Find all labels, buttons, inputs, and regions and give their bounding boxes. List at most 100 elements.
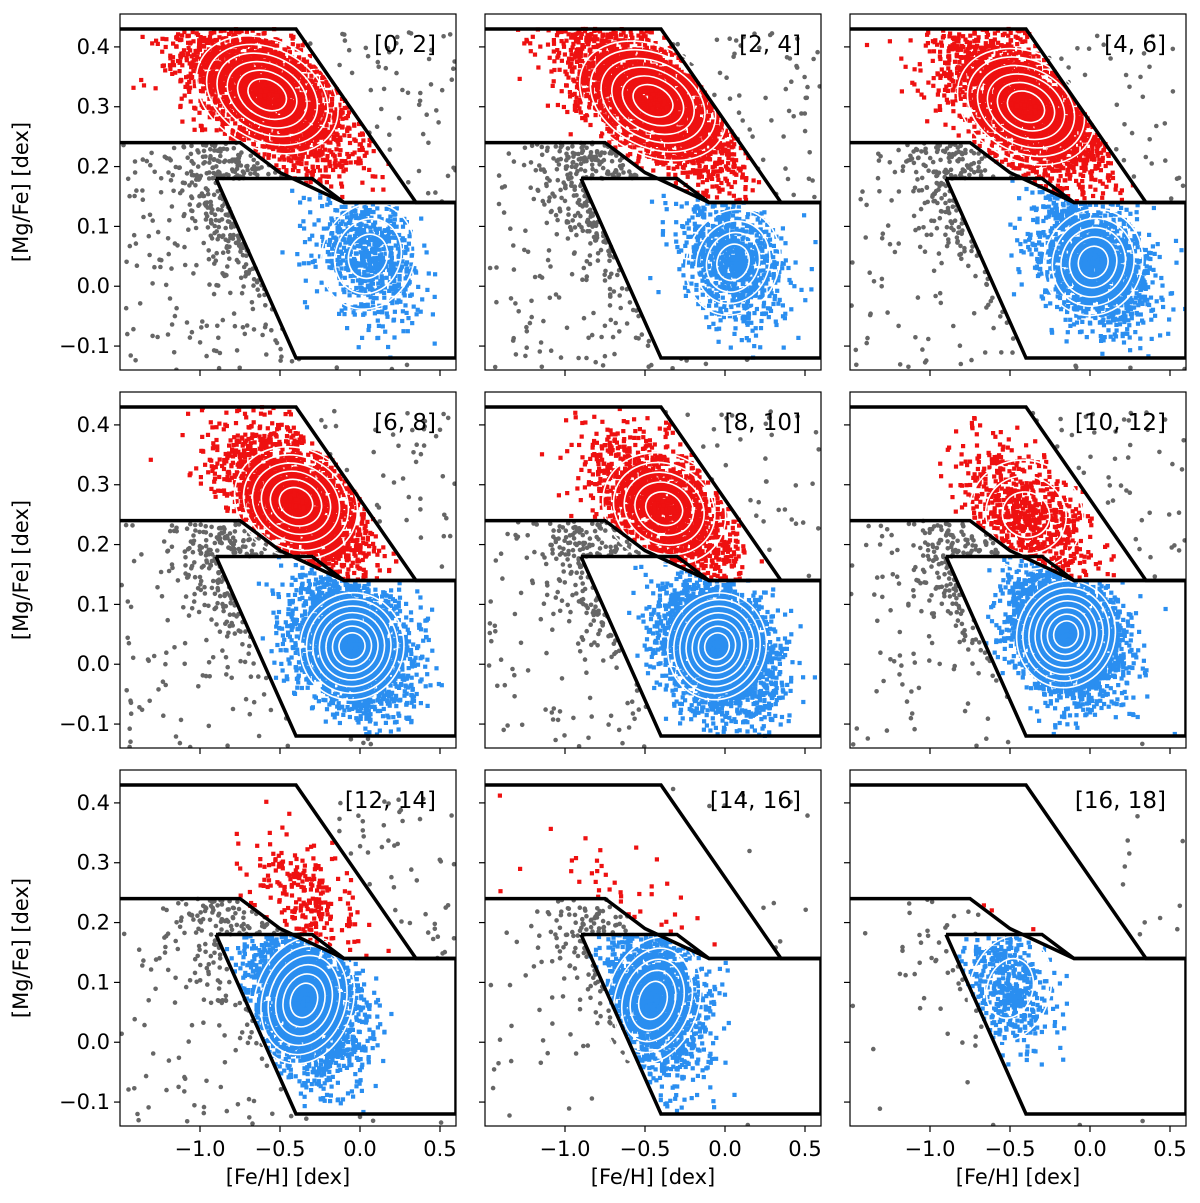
point-low-alpha — [410, 253, 415, 258]
point-other — [810, 178, 815, 183]
point-other — [501, 210, 507, 215]
point-high-alpha — [210, 83, 215, 88]
point-low-alpha — [381, 246, 386, 252]
point-high-alpha — [214, 48, 219, 54]
point-low-alpha — [746, 315, 751, 320]
point-low-alpha — [384, 311, 389, 316]
point-low-alpha — [776, 301, 781, 306]
point-low-alpha — [377, 247, 382, 252]
point-high-alpha — [324, 157, 330, 163]
point-other — [610, 334, 616, 340]
point-other — [546, 248, 552, 253]
point-high-alpha — [340, 116, 345, 121]
point-low-alpha — [710, 294, 715, 299]
point-low-alpha — [371, 234, 376, 239]
point-high-alpha — [290, 118, 295, 123]
point-other — [590, 166, 595, 172]
point-low-alpha — [348, 241, 353, 246]
point-high-alpha — [215, 46, 221, 51]
point-other — [263, 322, 269, 328]
point-low-alpha — [717, 284, 723, 289]
point-high-alpha — [338, 137, 343, 142]
point-high-alpha — [277, 72, 282, 77]
point-low-alpha — [674, 220, 679, 225]
point-high-alpha — [317, 153, 322, 158]
point-high-alpha — [281, 146, 286, 151]
point-low-alpha — [325, 259, 330, 264]
point-high-alpha — [213, 74, 218, 79]
point-other — [451, 165, 456, 171]
point-high-alpha — [274, 123, 279, 128]
point-other — [578, 167, 584, 172]
point-high-alpha — [270, 132, 275, 137]
point-other — [817, 84, 821, 89]
point-low-alpha — [414, 270, 419, 275]
point-high-alpha — [264, 37, 269, 42]
point-other — [511, 159, 517, 164]
point-other — [545, 175, 550, 181]
point-other — [387, 49, 392, 55]
point-low-alpha — [352, 312, 357, 317]
point-high-alpha — [249, 117, 254, 122]
point-other — [250, 306, 256, 312]
point-high-alpha — [280, 109, 285, 114]
point-high-alpha — [281, 83, 286, 88]
point-other — [752, 31, 757, 36]
point-low-alpha — [728, 345, 733, 350]
point-high-alpha — [210, 92, 215, 97]
point-low-alpha — [377, 253, 382, 258]
point-other — [416, 102, 422, 108]
point-other — [234, 159, 239, 165]
point-low-alpha — [385, 314, 390, 319]
point-other — [223, 212, 229, 218]
point-high-alpha — [251, 98, 256, 103]
point-high-alpha — [292, 63, 297, 68]
point-high-alpha — [293, 102, 298, 107]
point-other — [494, 265, 499, 270]
point-low-alpha — [374, 262, 379, 267]
point-high-alpha — [266, 76, 271, 81]
point-high-alpha — [274, 163, 279, 168]
point-high-alpha — [246, 136, 251, 141]
point-low-alpha — [767, 243, 773, 248]
point-low-alpha — [339, 308, 344, 313]
point-other — [203, 200, 208, 206]
point-low-alpha — [741, 279, 746, 284]
point-high-alpha — [318, 148, 323, 153]
point-high-alpha — [324, 79, 329, 84]
point-high-alpha — [326, 113, 331, 118]
point-low-alpha — [713, 231, 718, 236]
point-other — [548, 264, 553, 269]
point-other — [619, 166, 624, 171]
point-low-alpha — [368, 225, 373, 230]
point-high-alpha — [168, 56, 173, 61]
point-low-alpha — [301, 219, 306, 224]
point-high-alpha — [294, 114, 299, 119]
point-high-alpha — [270, 88, 275, 93]
point-low-alpha — [749, 320, 754, 325]
point-other — [428, 82, 434, 87]
point-high-alpha — [303, 73, 308, 78]
point-high-alpha — [309, 79, 314, 84]
point-high-alpha — [373, 174, 378, 179]
point-high-alpha — [230, 81, 235, 87]
point-high-alpha — [352, 123, 357, 128]
point-low-alpha — [370, 246, 375, 251]
point-low-alpha — [739, 266, 745, 271]
point-high-alpha — [238, 45, 243, 50]
point-other — [206, 176, 212, 181]
point-low-alpha — [711, 251, 716, 256]
point-other — [452, 59, 456, 64]
point-high-alpha — [275, 119, 280, 125]
point-other — [158, 264, 163, 270]
point-other — [381, 86, 387, 92]
point-low-alpha — [771, 301, 776, 307]
point-high-alpha — [244, 76, 249, 81]
point-low-alpha — [355, 243, 360, 249]
point-high-alpha — [303, 132, 308, 138]
point-other — [238, 163, 244, 168]
point-high-alpha — [300, 43, 305, 48]
point-other — [496, 201, 502, 207]
point-high-alpha — [325, 94, 330, 99]
point-other — [576, 197, 582, 203]
